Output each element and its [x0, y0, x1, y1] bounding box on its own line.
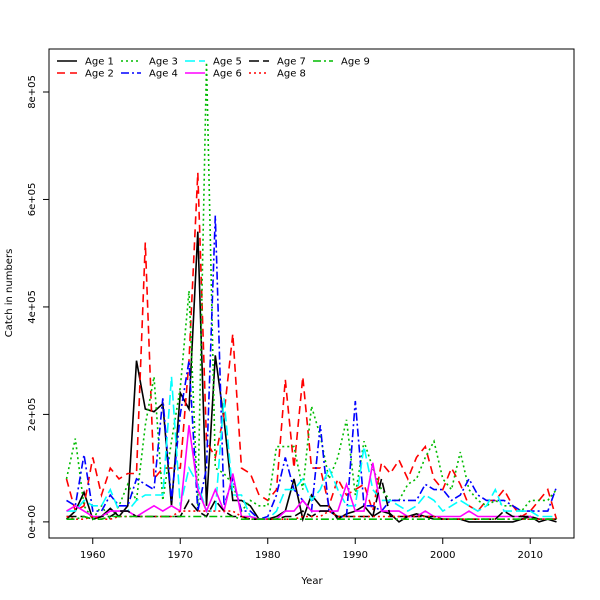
- legend-label: Age 4: [149, 69, 178, 80]
- legend-label: Age 3: [149, 57, 178, 68]
- legend-label: Age 5: [213, 57, 242, 68]
- legend-label: Age 2: [85, 69, 114, 80]
- series-line-age-2: [65, 172, 558, 520]
- x-axis-label: Year: [300, 576, 323, 587]
- legend-label: Age 8: [277, 69, 306, 80]
- x-tick-label: 2010: [518, 550, 543, 561]
- x-tick-label: 1980: [255, 550, 280, 561]
- y-tick-label: 6e+05: [27, 183, 38, 217]
- x-tick-label: 1960: [80, 550, 105, 561]
- series-line-age-5: [66, 376, 557, 521]
- y-axis: 0e+00 2e+05 4e+05 6e+05 8e+05: [27, 75, 49, 539]
- y-axis-label: Catch in numbers: [4, 249, 15, 338]
- series-line-age-3: [65, 62, 558, 521]
- y-tick-label: 2e+05: [27, 398, 38, 432]
- y-tick-label: 4e+05: [27, 290, 38, 324]
- series-line-age-9: [66, 515, 557, 521]
- series-line-age-8: [66, 510, 557, 521]
- legend-label: Age 1: [85, 57, 114, 68]
- plot-frame: [48, 48, 575, 539]
- series-line-age-6: [66, 425, 557, 521]
- legend-label: Age 9: [341, 57, 370, 68]
- x-tick-label: 2000: [430, 550, 455, 561]
- x-axis: 1960 1970 1980 1990 2000 2010: [80, 538, 543, 561]
- y-tick-label: 0e+00: [27, 505, 38, 539]
- y-tick-label: 8e+05: [27, 75, 38, 109]
- x-tick-label: 1970: [168, 550, 193, 561]
- legend-label: Age 7: [277, 57, 306, 68]
- series-layer: [65, 62, 558, 523]
- x-tick-label: 1990: [343, 550, 368, 561]
- legend-label: Age 6: [213, 69, 242, 80]
